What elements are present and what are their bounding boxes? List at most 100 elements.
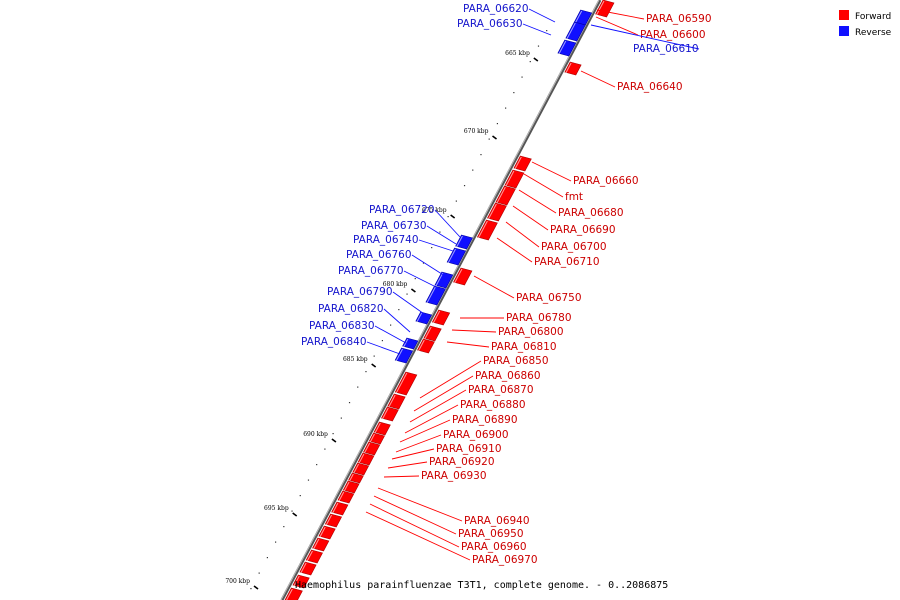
- forward-gene-block: [357, 452, 375, 466]
- gene-block-highlight: [285, 588, 293, 600]
- scale-dot: [488, 138, 490, 140]
- gene-leader-line: [496, 237, 533, 263]
- gene-block-highlight: [388, 394, 396, 408]
- forward-gene-block: [513, 155, 532, 172]
- gene-label[interactable]: PARA_06760: [346, 249, 412, 261]
- gene-label[interactable]: PARA_06850: [483, 355, 549, 367]
- gene-label[interactable]: PARA_06700: [541, 241, 607, 253]
- gene-label[interactable]: PARA_06820: [318, 303, 384, 315]
- gene-label[interactable]: fmt: [565, 191, 583, 203]
- gene-block-highlight: [505, 170, 515, 187]
- gene-leader-line: [512, 205, 549, 231]
- gene-label[interactable]: PARA_06890: [452, 414, 518, 426]
- gene-leader-line: [522, 23, 552, 36]
- gene-label[interactable]: PARA_06960: [461, 541, 527, 553]
- kbp-tick-label: 700 kbp: [225, 578, 250, 585]
- gene-label[interactable]: PARA_06950: [458, 528, 524, 540]
- scale-dot: [431, 247, 433, 249]
- forward-gene-block: [352, 462, 370, 476]
- gene-block-highlight: [565, 62, 572, 74]
- scale-dot: [546, 30, 548, 32]
- gene-label[interactable]: PARA_06840: [301, 336, 367, 348]
- gene-label[interactable]: PARA_06640: [617, 81, 683, 93]
- gene-label[interactable]: PARA_06830: [309, 320, 375, 332]
- gene-label[interactable]: PARA_06660: [573, 175, 639, 187]
- kbp-scale: 665 kbp 670 kbp 675 kbp 680 kbp 685 kbp 690 k…: [225, 30, 548, 590]
- gene-label[interactable]: PARA_06770: [338, 265, 404, 277]
- gene-label[interactable]: PARA_06800: [498, 326, 564, 338]
- gene-leader-line: [373, 495, 457, 535]
- reverse-gene-block: [446, 247, 467, 266]
- legend-forward-label: Forward: [855, 12, 891, 22]
- gene-label[interactable]: PARA_06750: [516, 292, 582, 304]
- gene-label[interactable]: PARA_06780: [506, 312, 572, 324]
- gene-label[interactable]: PARA_06940: [464, 515, 530, 527]
- gene-block-highlight: [306, 550, 313, 562]
- gene-label[interactable]: PARA_06610: [633, 43, 699, 55]
- gene-label[interactable]: PARA_06590: [646, 13, 712, 25]
- gene-label[interactable]: PARA_06970: [472, 554, 538, 566]
- reverse-gene-block: [425, 285, 446, 306]
- gene-label[interactable]: PARA_06810: [491, 341, 557, 353]
- forward-gene-block: [324, 513, 343, 528]
- gene-label[interactable]: PARA_06870: [468, 384, 534, 396]
- legend-forward-swatch: [839, 10, 849, 20]
- reverse-gene-block: [434, 271, 454, 289]
- gene-label[interactable]: PARA_06690: [550, 224, 616, 236]
- gene-label[interactable]: PARA_06910: [436, 443, 502, 455]
- gene-block-highlight: [382, 407, 389, 420]
- forward-gene-block: [487, 202, 507, 222]
- reverse-gene-block: [455, 234, 473, 250]
- scale-dot: [357, 386, 359, 388]
- gene-label[interactable]: PARA_06710: [534, 256, 600, 268]
- gene-leader-line: [409, 389, 467, 423]
- gene-label[interactable]: PARA_06630: [457, 18, 523, 30]
- forward-gene-block: [318, 525, 336, 540]
- gene-labels: PARA_06590 PARA_06600 PARA_06610 PARA_06620…: [301, 3, 712, 566]
- gene-block-highlight: [574, 10, 583, 24]
- forward-gene-block: [453, 267, 473, 286]
- forward-gene-block: [595, 0, 615, 18]
- gene-block-highlight: [426, 286, 436, 304]
- scale-dot: [250, 588, 252, 590]
- gene-label[interactable]: PARA_06680: [558, 207, 624, 219]
- gene-block-highlight: [374, 422, 381, 434]
- gene-label[interactable]: PARA_06860: [475, 370, 541, 382]
- gene-label[interactable]: PARA_06900: [443, 429, 509, 441]
- gene-label[interactable]: PARA_06920: [429, 456, 495, 468]
- scale-dot: [316, 464, 318, 466]
- kbp-tick-label: 695 kbp: [264, 505, 289, 512]
- gene-leader-line: [369, 503, 460, 548]
- forward-gene-block: [331, 501, 349, 516]
- genome-title: Haemophilus parainfluenzae T3T1, complet…: [295, 580, 668, 591]
- gene-block-highlight: [454, 268, 463, 284]
- gene-label[interactable]: PARA_06880: [460, 399, 526, 411]
- gene-block-highlight: [293, 575, 300, 587]
- gene-leader-line: [403, 270, 439, 289]
- gene-block-highlight: [313, 538, 320, 550]
- gene-label[interactable]: PARA_06790: [327, 286, 393, 298]
- gene-block-highlight: [496, 186, 506, 204]
- gene-block-highlight: [488, 203, 497, 220]
- scale-dot: [324, 448, 326, 450]
- kbp-tick: [450, 214, 456, 219]
- gene-leader-line: [446, 341, 490, 348]
- gene-leader-line: [505, 221, 540, 248]
- gene-block-highlight: [349, 473, 354, 482]
- gene-leader-line: [523, 173, 564, 198]
- gene-label[interactable]: PARA_06930: [421, 470, 487, 482]
- gene-leader-line: [419, 360, 482, 399]
- gene-label[interactable]: PARA_06620: [463, 3, 529, 15]
- reverse-gene-block: [557, 39, 577, 57]
- gene-label[interactable]: PARA_06600: [640, 29, 706, 41]
- gene-leader-line: [387, 461, 428, 469]
- gene-block-highlight: [395, 348, 404, 362]
- gene-label[interactable]: PARA_06740: [353, 234, 419, 246]
- gene-label[interactable]: PARA_06730: [361, 220, 427, 232]
- gene-label[interactable]: PARA_06720: [369, 204, 435, 216]
- kbp-tick: [533, 57, 539, 62]
- scale-dot: [373, 355, 375, 357]
- gene-leader-line: [596, 9, 645, 20]
- gene-block-highlight: [300, 562, 307, 574]
